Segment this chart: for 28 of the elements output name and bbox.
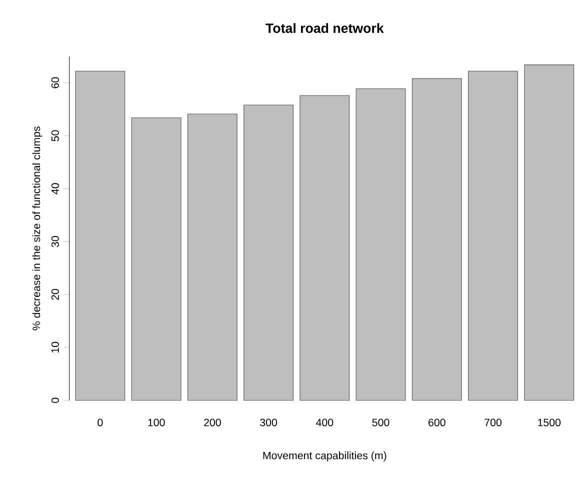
x-tick-label: 300 [260,418,278,426]
x-tick-label: 500 [372,418,390,426]
bar [131,117,182,401]
y-tick-label: 0 [51,398,59,403]
bar [468,70,518,401]
y-tick-label: 60 [51,77,59,88]
x-tick-label: 0 [98,418,103,426]
x-tick-label: 700 [484,418,502,426]
bar [524,64,574,401]
x-axis-title: Movement capabilities (m) [263,451,386,462]
chart-title: Total road network [266,23,384,33]
y-tick-label: 30 [51,236,59,248]
y-tick-label: 10 [51,342,59,353]
x-tick-label: 100 [148,418,165,426]
bar [75,70,126,401]
x-tick-label: 1500 [538,418,561,426]
bar [356,88,406,401]
x-tick-label: 400 [316,418,334,426]
y-tick-label: 50 [51,130,59,142]
x-tick-label: 600 [428,418,446,426]
x-tick-label: 200 [204,418,221,426]
y-tick-label: 40 [51,183,59,194]
bar [244,104,294,401]
bar [300,95,350,401]
y-axis-title: % decrease in the size of functional clumps [32,126,42,330]
bar [187,114,238,401]
bar [412,78,462,401]
y-tick-label: 20 [51,288,59,300]
